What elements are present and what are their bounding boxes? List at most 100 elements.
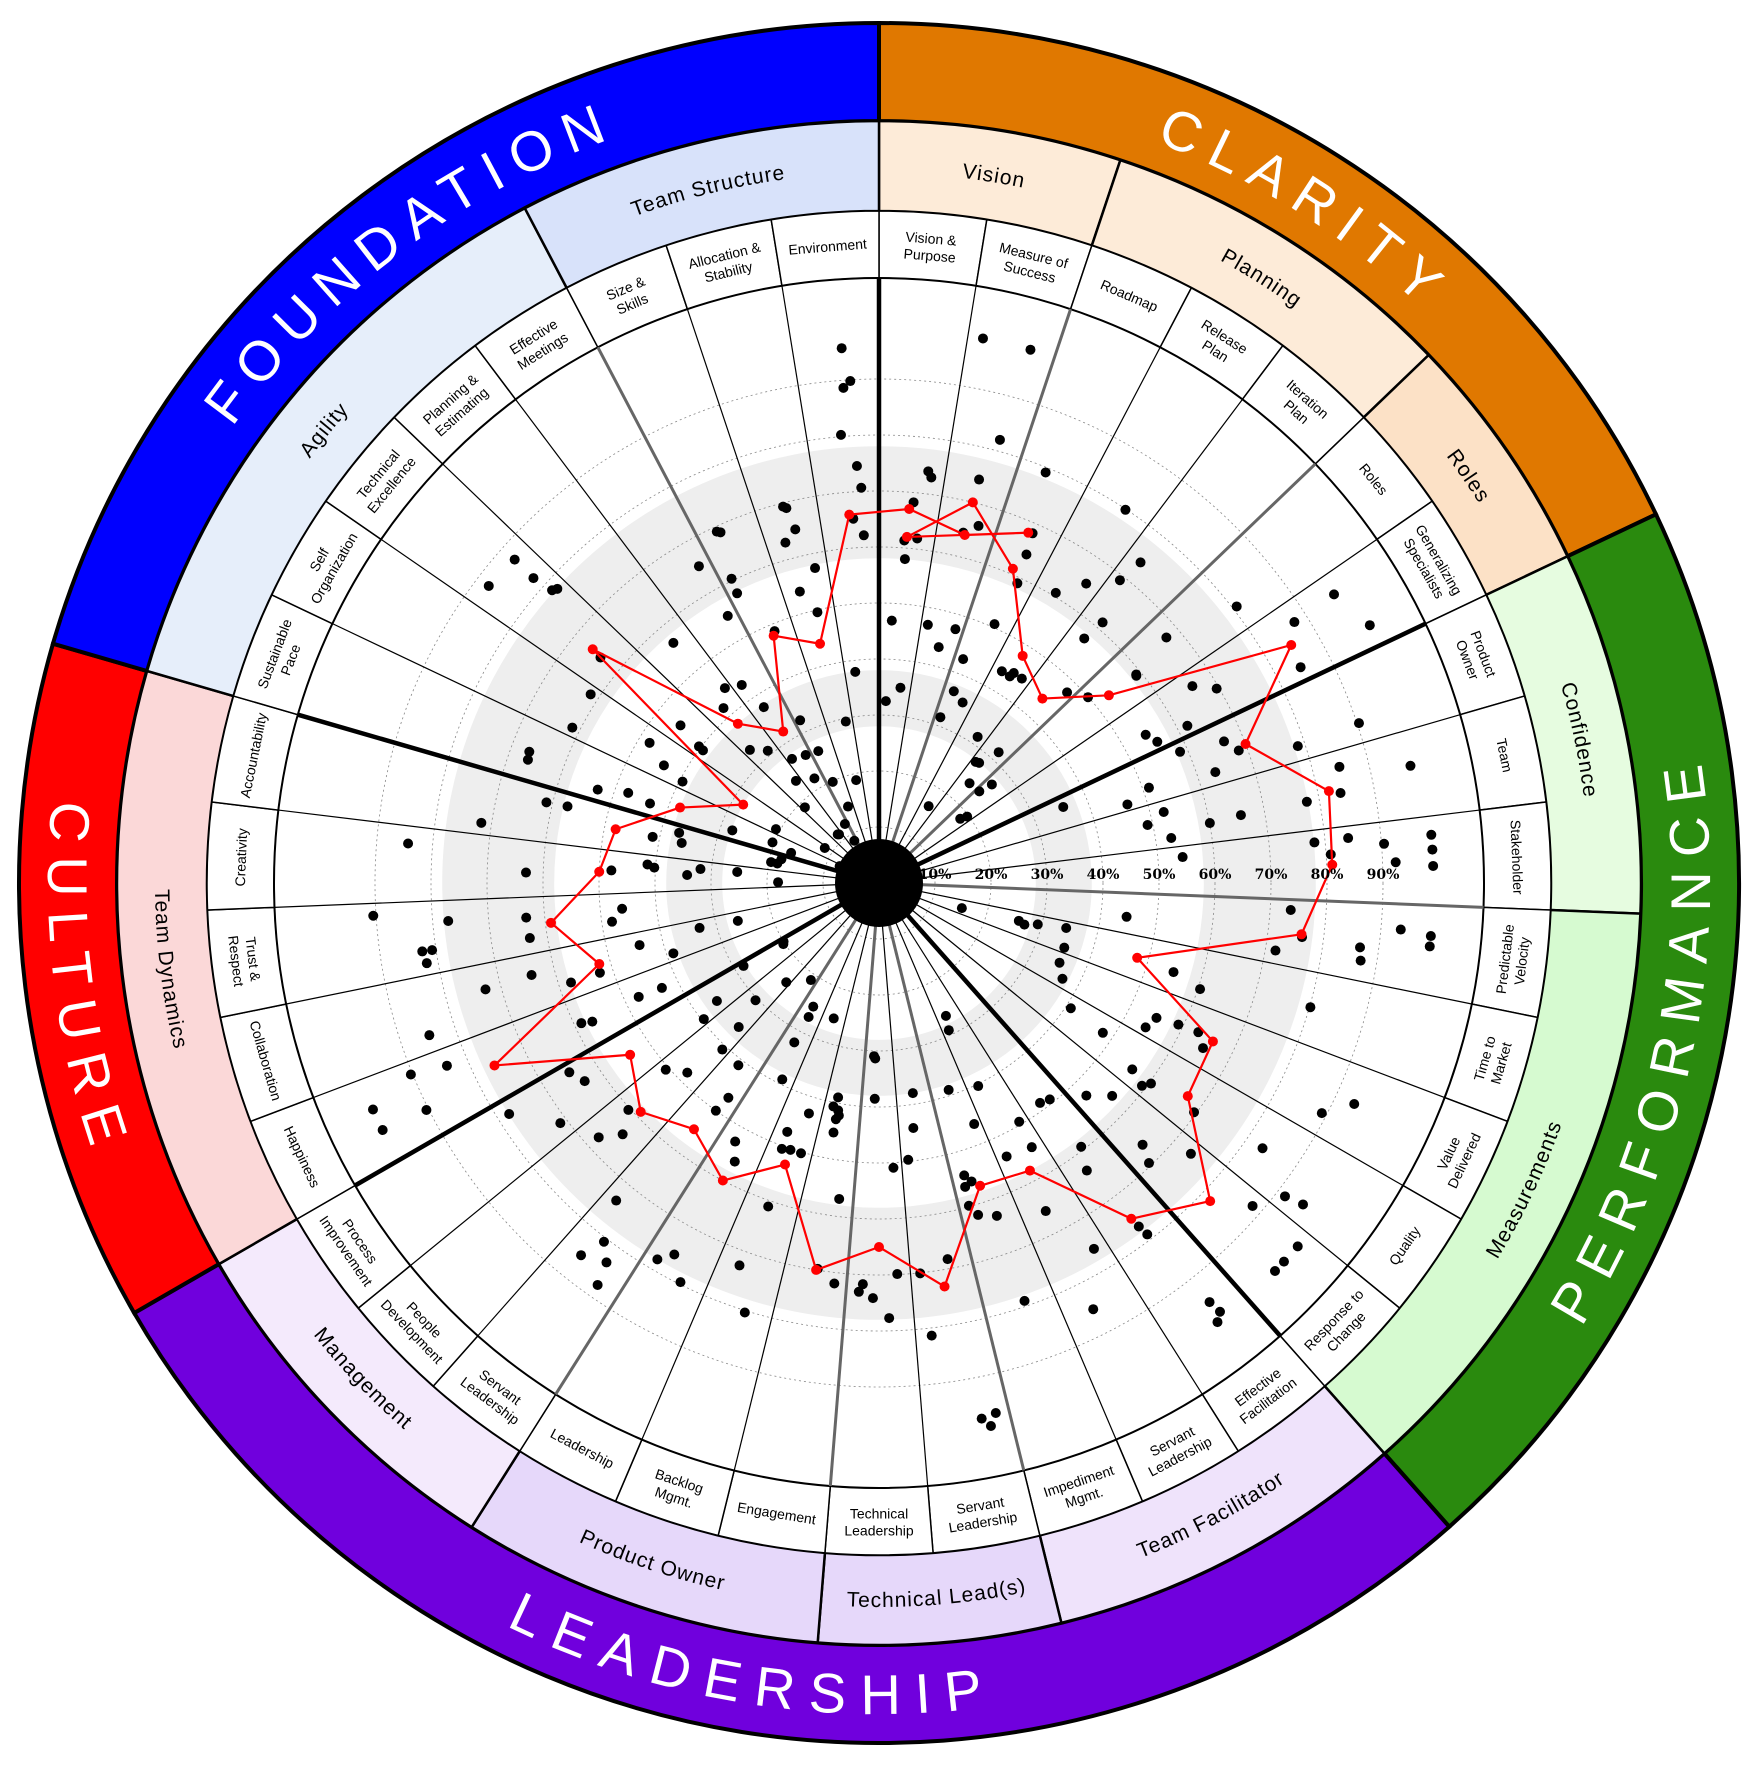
response-point <box>1143 1158 1154 1169</box>
response-point <box>732 915 743 926</box>
response-point <box>1187 681 1198 692</box>
response-point <box>762 745 773 756</box>
response-point <box>504 1109 515 1120</box>
response-point <box>1292 1241 1303 1252</box>
response-point <box>607 916 618 927</box>
response-point <box>886 615 897 626</box>
response-point <box>1212 1317 1223 1328</box>
response-point <box>1233 745 1244 756</box>
response-point <box>839 818 850 829</box>
response-point <box>592 784 603 795</box>
response-point <box>942 1254 953 1265</box>
response-point <box>421 1104 432 1115</box>
grid-ring <box>374 378 1384 1388</box>
response-point <box>989 619 1000 630</box>
response-point <box>908 1123 919 1134</box>
spoke <box>878 881 1484 909</box>
response-point <box>480 984 491 995</box>
response-point <box>1285 905 1296 916</box>
response-point <box>1140 1022 1151 1033</box>
response-point <box>668 948 679 959</box>
response-point <box>923 801 934 812</box>
response-point <box>828 1101 839 1112</box>
response-point <box>693 561 704 572</box>
response-point <box>623 787 634 798</box>
series-point <box>1126 1213 1137 1224</box>
response-point <box>660 1064 671 1075</box>
response-point <box>1210 767 1221 778</box>
tick-label: 30% <box>1031 867 1064 883</box>
response-point <box>833 1092 844 1103</box>
response-point <box>698 1014 709 1025</box>
response-point <box>567 722 578 733</box>
response-point <box>1025 344 1036 355</box>
response-point <box>957 697 968 708</box>
spoke <box>686 308 880 884</box>
response-point <box>850 666 861 677</box>
response-point <box>1173 1019 1184 1030</box>
response-point <box>867 1293 878 1304</box>
response-point <box>813 746 824 757</box>
response-point <box>1424 941 1435 952</box>
response-point <box>851 460 862 471</box>
spoke <box>877 882 1026 1471</box>
response-point <box>1135 557 1146 568</box>
response-point <box>1019 1295 1030 1306</box>
series-point <box>778 726 789 737</box>
response-point <box>1425 931 1436 942</box>
response-point <box>986 779 997 790</box>
response-point <box>899 554 910 565</box>
response-point <box>555 1118 566 1129</box>
response-point <box>856 482 867 493</box>
response-point <box>1316 1108 1327 1119</box>
response-point <box>973 1209 984 1220</box>
spoke <box>878 809 1480 884</box>
response-point <box>694 922 705 933</box>
tick-label: 90% <box>1367 867 1400 883</box>
response-point <box>1334 761 1345 772</box>
series-point <box>1327 859 1338 870</box>
category-label: Team <box>1493 737 1516 774</box>
response-point <box>509 554 520 565</box>
response-point <box>1062 687 1073 698</box>
spoke <box>781 285 880 884</box>
response-point <box>601 1257 612 1268</box>
response-point <box>903 1154 914 1165</box>
response-point <box>1166 833 1177 844</box>
response-point <box>786 847 797 858</box>
response-point <box>1292 741 1303 752</box>
spoke <box>878 538 1378 884</box>
spoke <box>409 882 880 1267</box>
response-point <box>1161 632 1172 643</box>
series-point <box>1103 690 1114 701</box>
spoke <box>878 882 1404 1187</box>
response-point <box>693 741 704 752</box>
response-point <box>1026 1142 1037 1153</box>
response-point <box>1061 923 1072 934</box>
response-point <box>1122 799 1133 810</box>
response-point <box>483 580 494 591</box>
response-point <box>717 1044 728 1055</box>
response-point <box>647 831 658 842</box>
response-point <box>1257 1143 1268 1154</box>
response-point <box>733 1022 744 1033</box>
response-point <box>1278 1256 1289 1267</box>
series-point <box>1207 1036 1218 1047</box>
series-point <box>901 531 912 542</box>
response-point <box>1295 662 1306 673</box>
response-point <box>1235 810 1246 821</box>
response-point <box>1355 942 1366 953</box>
response-point <box>1076 1141 1087 1152</box>
response-point <box>787 753 798 764</box>
response-point <box>851 775 862 786</box>
response-point <box>732 866 743 877</box>
average-series <box>489 497 1338 1292</box>
response-point <box>1349 1099 1360 1110</box>
response-point <box>1353 718 1364 729</box>
response-point <box>1107 1090 1118 1101</box>
response-point <box>1142 1229 1153 1240</box>
response-point <box>521 912 532 923</box>
category-label: Environment <box>788 235 868 257</box>
series-point <box>1037 693 1048 704</box>
